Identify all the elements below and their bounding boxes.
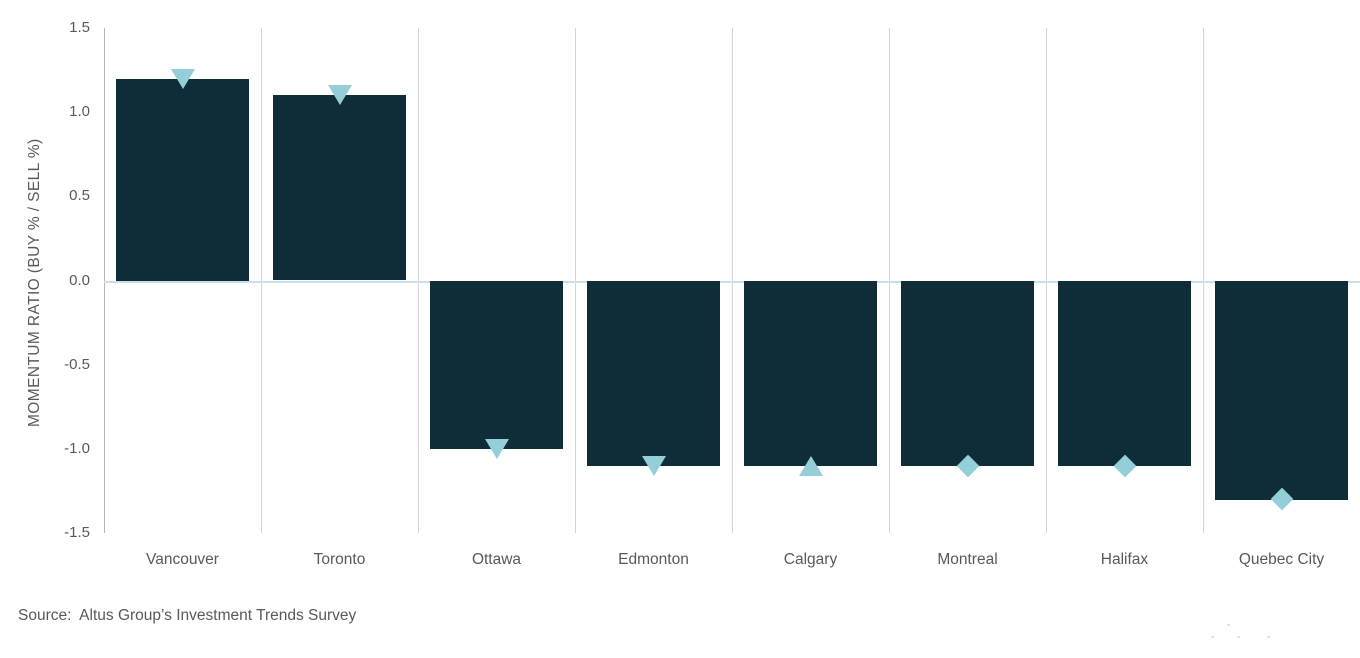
triangle-down-marker: [328, 85, 352, 105]
watermark-specks: [1210, 622, 1290, 640]
x-category-label: Toronto: [313, 551, 366, 568]
bar-edmonton: [587, 281, 720, 466]
x-category-label: Vancouver: [146, 551, 219, 568]
bar-montreal: [901, 281, 1034, 466]
y-tick-label: -1.5: [64, 524, 90, 541]
y-tick-label: 0.0: [69, 272, 90, 289]
y-tick-label: 1.5: [69, 19, 90, 36]
x-category-label: Montreal: [937, 551, 998, 568]
y-tick-label: -1.0: [64, 440, 90, 457]
triangle-down-marker: [642, 456, 666, 476]
category-gridline: [575, 28, 576, 533]
x-category-label: Quebec City: [1238, 551, 1325, 568]
x-category-label: Edmonton: [618, 551, 689, 568]
x-category-label: Ottawa: [471, 551, 522, 568]
y-axis-line: [104, 28, 105, 533]
y-tick-label: 0.5: [69, 187, 90, 204]
x-axis-category-labels: Vancouver Toronto Ottawa Edmonton Calgary Mon…: [104, 549, 1360, 571]
category-gridline: [889, 28, 890, 533]
source-note: Source: Altus Group’s Investment Trends …: [18, 607, 357, 624]
y-tick-label: -0.5: [64, 356, 90, 373]
triangle-up-marker: [799, 456, 823, 476]
bar-ottawa: [430, 281, 563, 449]
bar-toronto: [273, 95, 406, 280]
x-category-label: Halifax: [1100, 551, 1149, 568]
x-category-label: Calgary: [783, 551, 838, 568]
triangle-down-marker: [485, 439, 509, 459]
y-axis-tick-labels: 1.5 1.0 0.5 0.0 -0.5 -1.0 -1.5: [0, 19, 90, 541]
category-gridline: [1046, 28, 1047, 533]
bar-halifax: [1058, 281, 1191, 466]
bar-calgary: [744, 281, 877, 466]
zero-baseline: [104, 281, 1360, 283]
triangle-down-marker: [171, 69, 195, 89]
category-gridline: [418, 28, 419, 533]
category-gridline: [1203, 28, 1204, 533]
category-gridline: [732, 28, 733, 533]
category-gridline: [261, 28, 262, 533]
plot-area: [104, 28, 1360, 533]
y-tick-label: 1.0: [69, 103, 90, 120]
bar-quebec-city: [1215, 281, 1348, 500]
bar-vancouver: [116, 79, 249, 281]
